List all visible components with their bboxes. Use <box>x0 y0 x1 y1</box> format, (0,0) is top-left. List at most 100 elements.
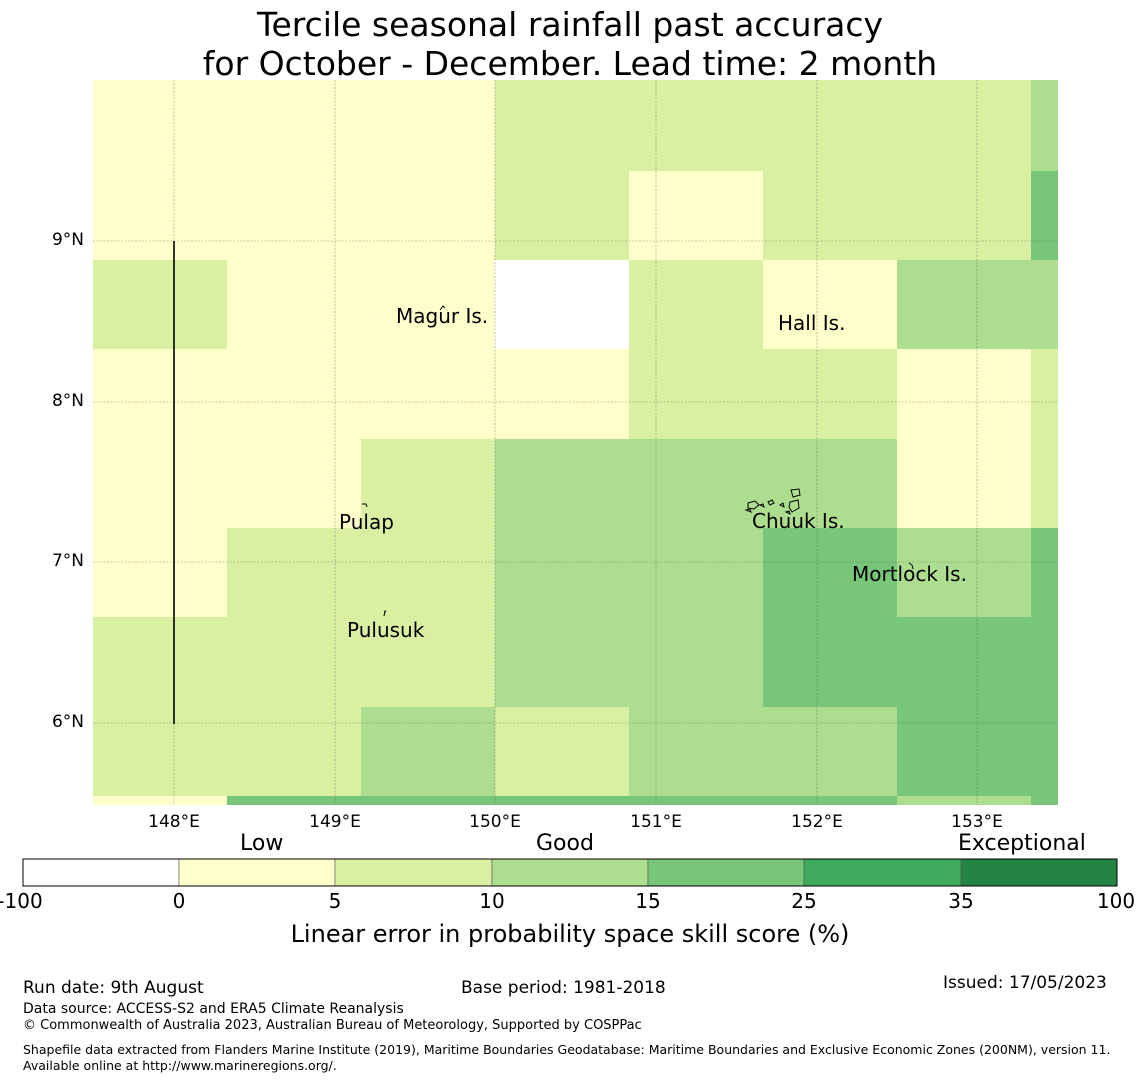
island-outlines <box>173 241 914 724</box>
grid-cell <box>897 617 1031 707</box>
grid-cell <box>1031 80 1058 171</box>
longitude-tick-label: 152°E <box>791 812 843 832</box>
grid-cell <box>897 260 1031 349</box>
place-label: Magur Is. <box>396 304 488 328</box>
colorbar-swatch <box>334 858 493 887</box>
copyright: © Commonwealth of Australia 2023, Austra… <box>23 1018 642 1033</box>
chuuk-island-outline-3 <box>747 500 760 510</box>
grid-cell <box>93 171 227 260</box>
grid-cell <box>227 528 361 617</box>
pulusuk-island-outline <box>383 609 387 617</box>
colorbar-tick-label: 35 <box>948 889 974 913</box>
place-label: Hall Is. <box>778 311 845 335</box>
grid-cell <box>897 349 1031 439</box>
issued-date: Issued: 17/05/2023 <box>943 973 1107 993</box>
grid-cell <box>495 439 629 528</box>
grid-cell <box>1031 707 1058 796</box>
grid-cell <box>897 171 1031 260</box>
grid-cell <box>495 528 629 617</box>
grid-cell <box>93 439 227 528</box>
grid-cell <box>629 171 763 260</box>
chuuk-island-outline-8 <box>784 510 791 515</box>
grid-cell <box>629 439 763 528</box>
chuuk-island-outline-7 <box>744 508 752 513</box>
colorbar-category-exceptional: Exceptional <box>958 831 1086 856</box>
grid-cell <box>1031 260 1058 349</box>
latitude-tick-label: 8°N <box>51 391 84 411</box>
pulap-island-outline <box>362 503 368 508</box>
grid-cell <box>93 528 227 617</box>
grid-cell <box>495 796 629 805</box>
grid-cell <box>629 707 763 796</box>
grid-cell <box>897 80 1031 171</box>
grid-cell <box>897 439 1031 528</box>
colorbar-tick-label: -100 <box>0 889 43 913</box>
grid-cell <box>763 707 897 796</box>
grid-cell <box>629 617 763 707</box>
grid-cell <box>227 80 361 171</box>
grid-cell <box>897 528 1031 617</box>
grid-cell <box>897 796 1031 805</box>
colorbar <box>22 858 1118 887</box>
grid-cell <box>495 349 629 439</box>
grid-cell <box>495 260 629 349</box>
grid-cell <box>227 171 361 260</box>
colorbar-category-low: Low <box>240 831 284 856</box>
grid-cell <box>1031 617 1058 707</box>
map-title-line-1: Tercile seasonal rainfall past accuracy <box>256 5 884 44</box>
colorbar-swatch <box>647 858 805 887</box>
grid-cell <box>763 80 897 171</box>
grid-cell <box>361 439 495 528</box>
grid-cell <box>227 349 361 439</box>
data-source: Data source: ACCESS-S2 and ERA5 Climate … <box>23 1001 404 1017</box>
grid-cell <box>361 707 495 796</box>
colorbar-tick-label: 100 <box>1096 889 1136 913</box>
grid-cell <box>227 707 361 796</box>
grid-cell <box>629 260 763 349</box>
grid-cell <box>227 617 361 707</box>
grid-cell <box>1031 528 1058 617</box>
grid-cell <box>763 528 897 617</box>
colorbar-swatch <box>178 858 336 887</box>
grid-cell <box>495 80 629 171</box>
grid-cell <box>629 349 763 439</box>
grid-cell <box>1031 349 1058 439</box>
chuuk-island-outline-2 <box>788 499 800 513</box>
chuuk-island-outline-6 <box>779 502 785 508</box>
grid-cell <box>763 171 897 260</box>
colorbar-swatch <box>22 858 180 887</box>
grid-cell <box>361 617 495 707</box>
longitude-tick-label: 149°E <box>309 812 361 832</box>
grid-cell <box>93 796 227 805</box>
colorbar-tick-label: 15 <box>635 889 661 913</box>
place-label: Pulap <box>339 510 394 534</box>
grid-cell <box>495 617 629 707</box>
map-title-line-2: for October - December. Lead time: 2 mon… <box>202 44 938 83</box>
grid-cell <box>93 617 227 707</box>
grid-cell <box>361 796 495 805</box>
grid-cell <box>361 171 495 260</box>
place-label: Pulusuk <box>347 618 425 642</box>
chuuk-island-outline-5 <box>758 503 765 508</box>
colorbar-swatch <box>491 858 649 887</box>
longitude-tick-label: 150°E <box>469 812 521 832</box>
grid-cell <box>763 796 897 805</box>
grid-cell <box>227 796 361 805</box>
colorbar-tick-label: 5 <box>328 889 342 913</box>
grid-cell <box>227 439 361 528</box>
base-period: Base period: 1981-2018 <box>461 978 666 998</box>
colorbar-tick-label: 10 <box>479 889 505 913</box>
grid-cell <box>93 260 227 349</box>
grid-cell <box>763 260 897 349</box>
grid-cell <box>897 707 1031 796</box>
longitude-tick-label: 153°E <box>951 812 1003 832</box>
colorbar-tick-label: 25 <box>791 889 817 913</box>
colorbar-swatch <box>803 858 962 887</box>
shapefile-credit: Shapefile data extracted from Flanders M… <box>23 1042 1111 1073</box>
grid-cell <box>495 171 629 260</box>
mortlock-island-outline <box>908 562 914 570</box>
grid-cell <box>93 707 227 796</box>
grid-cell <box>629 80 763 171</box>
latitude-tick-label: 7°N <box>51 551 84 571</box>
place-label: Mortlock Is. <box>852 562 967 586</box>
